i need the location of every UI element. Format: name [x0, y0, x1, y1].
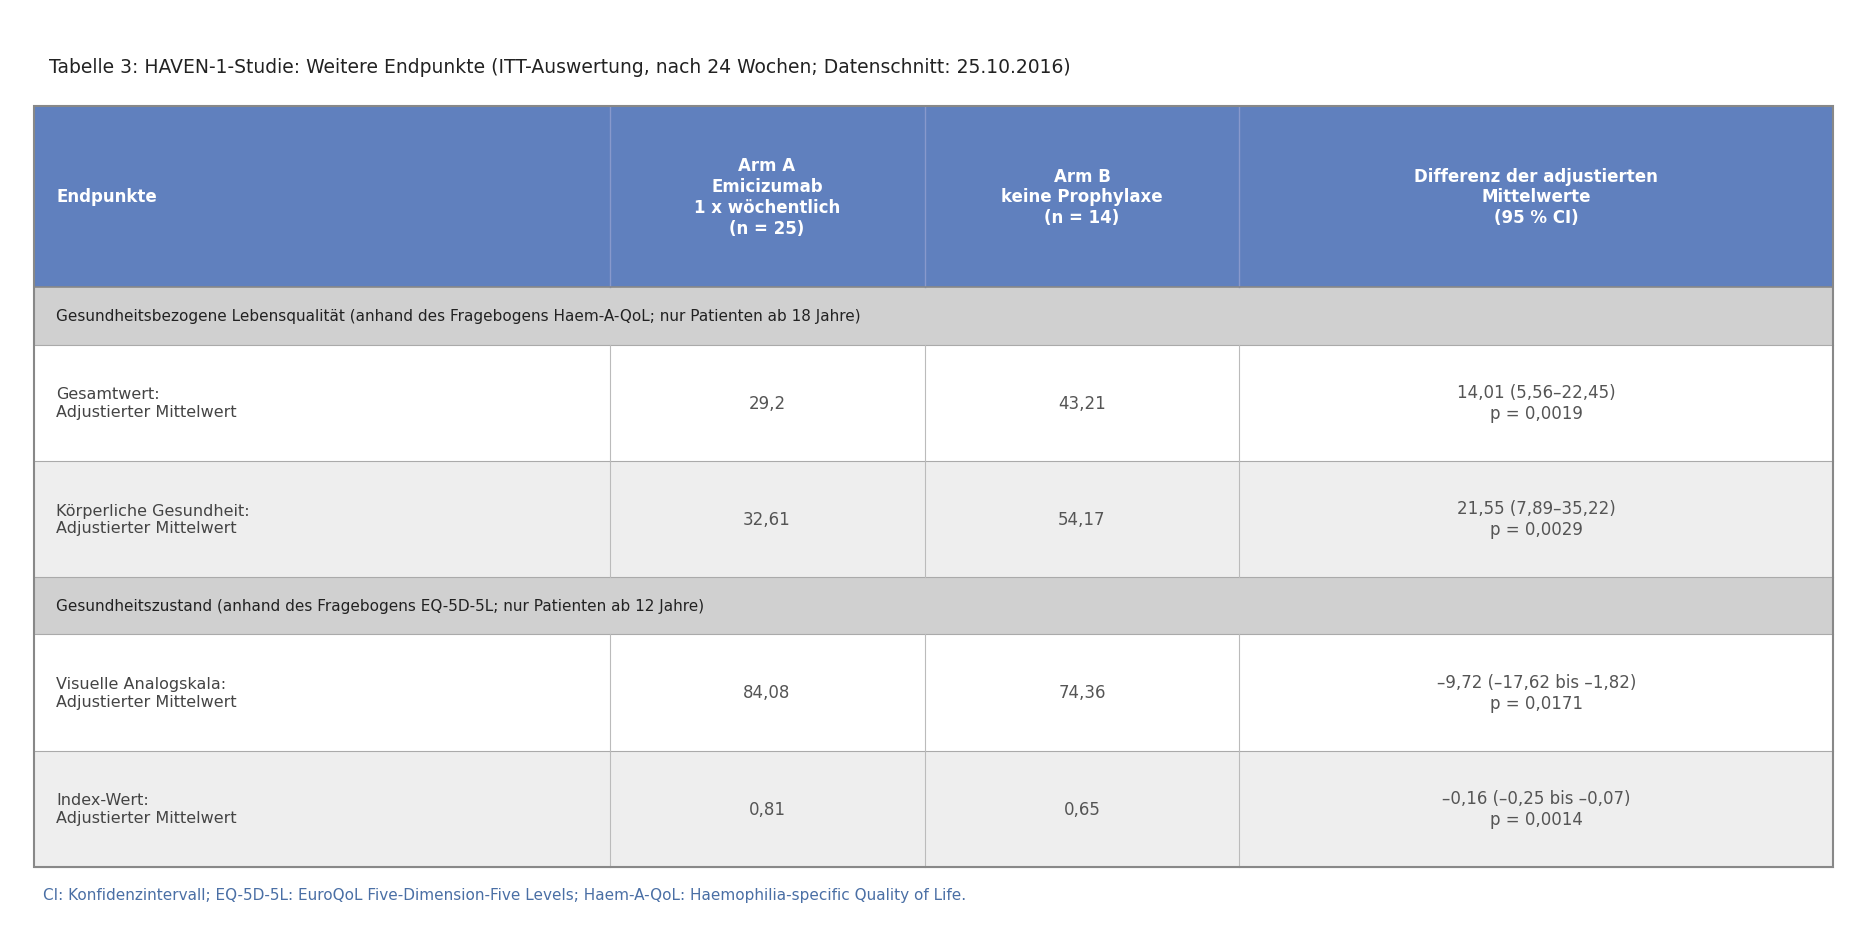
Text: Tabelle 3: HAVEN-1-Studie: Weitere Endpunkte (ITT-Auswertung, nach 24 Wochen; Da: Tabelle 3: HAVEN-1-Studie: Weitere Endpu…: [49, 58, 1070, 77]
Text: 54,17: 54,17: [1059, 510, 1105, 528]
Text: 74,36: 74,36: [1059, 684, 1105, 702]
Text: Gesundheitszustand (anhand des Fragebogens EQ-5D-5L; nur Patienten ab 12 Jahre): Gesundheitszustand (anhand des Frageboge…: [56, 599, 704, 613]
Text: Arm B
keine Prophylaxe
(n = 14): Arm B keine Prophylaxe (n = 14): [1001, 167, 1163, 227]
Bar: [34, 107, 1833, 867]
Text: 0,65: 0,65: [1064, 800, 1100, 818]
Text: 43,21: 43,21: [1059, 394, 1105, 412]
Bar: [34, 635, 1833, 751]
Bar: [34, 288, 1833, 345]
Text: Endpunkte: Endpunkte: [56, 188, 157, 206]
Text: 84,08: 84,08: [743, 684, 792, 702]
Bar: [34, 751, 1833, 867]
Bar: [34, 107, 1833, 288]
Text: –9,72 (–17,62 bis –1,82)
p = 0,0171: –9,72 (–17,62 bis –1,82) p = 0,0171: [1438, 674, 1635, 712]
Text: 29,2: 29,2: [749, 394, 786, 412]
Text: 0,81: 0,81: [749, 800, 786, 818]
Bar: [34, 345, 1833, 461]
Text: 14,01 (5,56–22,45)
p = 0,0019: 14,01 (5,56–22,45) p = 0,0019: [1456, 384, 1615, 422]
Text: Körperliche Gesundheit:
Adjustierter Mittelwert: Körperliche Gesundheit: Adjustierter Mit…: [56, 503, 250, 535]
Text: 21,55 (7,89–35,22)
p = 0,0029: 21,55 (7,89–35,22) p = 0,0029: [1456, 500, 1615, 538]
Text: Index-Wert:
Adjustierter Mittelwert: Index-Wert: Adjustierter Mittelwert: [56, 793, 237, 825]
Bar: [34, 461, 1833, 577]
Text: Differenz der adjustierten
Mittelwerte
(95 % CI): Differenz der adjustierten Mittelwerte (…: [1415, 167, 1658, 227]
Text: 32,61: 32,61: [743, 510, 792, 528]
Text: Visuelle Analogskala:
Adjustierter Mittelwert: Visuelle Analogskala: Adjustierter Mitte…: [56, 677, 237, 709]
Text: CI: Konfidenzintervall; EQ-5D-5L: EuroQoL Five-Dimension-Five Levels; Haem-A-QoL: CI: Konfidenzintervall; EQ-5D-5L: EuroQo…: [43, 887, 965, 902]
Bar: [34, 577, 1833, 635]
Bar: [34, 28, 1833, 107]
Text: Gesundheitsbezogene Lebensqualität (anhand des Fragebogens Haem-A-QoL; nur Patie: Gesundheitsbezogene Lebensqualität (anha…: [56, 309, 861, 324]
Text: –0,16 (–0,25 bis –0,07)
p = 0,0014: –0,16 (–0,25 bis –0,07) p = 0,0014: [1441, 790, 1630, 828]
Text: Arm A
Emicizumab
1 x wöchentlich
(n = 25): Arm A Emicizumab 1 x wöchentlich (n = 25…: [695, 157, 840, 238]
Text: Gesamtwert:
Adjustierter Mittelwert: Gesamtwert: Adjustierter Mittelwert: [56, 387, 237, 419]
